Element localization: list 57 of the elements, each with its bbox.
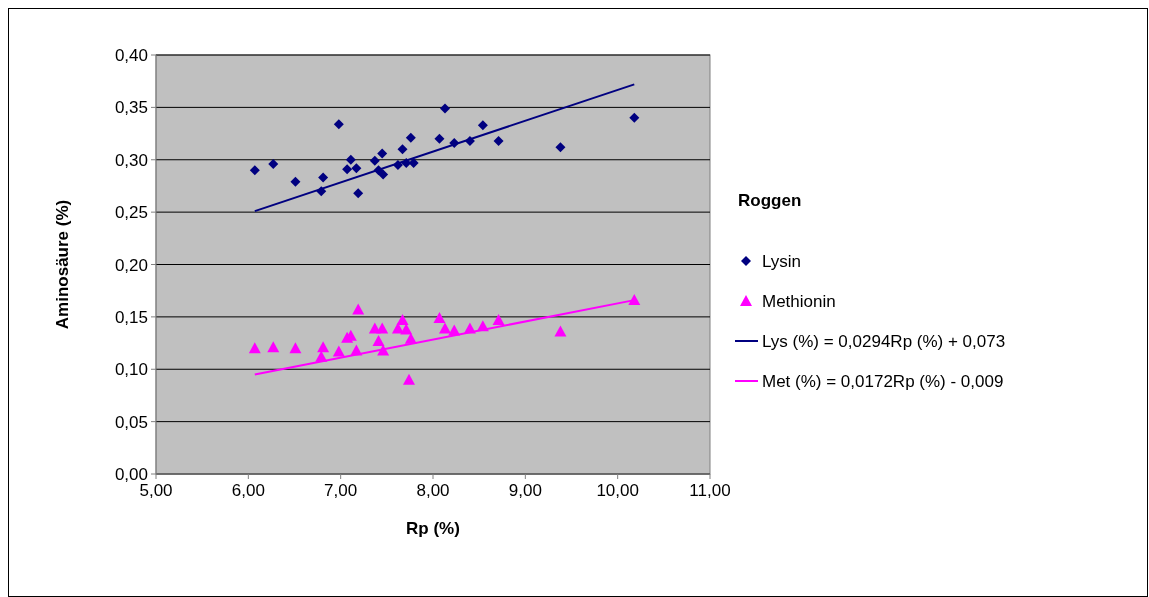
x-tick-label: 10,00 <box>596 481 639 500</box>
point <box>267 341 280 353</box>
point <box>317 341 330 353</box>
point <box>268 158 279 169</box>
legend-label: Met (%) = 0,0172Rp (%) - 0,009 <box>762 372 1004 391</box>
point <box>333 119 344 130</box>
point <box>248 342 261 354</box>
y-axis-title: Aminosäure (%) <box>53 199 72 330</box>
point <box>290 176 301 187</box>
point <box>555 142 566 153</box>
point <box>318 172 329 183</box>
y-tick-label: 0,25 <box>114 203 148 223</box>
y-tick-label: 0,35 <box>114 98 148 118</box>
point <box>405 132 416 143</box>
point <box>289 342 302 354</box>
y-tick-label: 0,20 <box>114 255 148 275</box>
point <box>249 165 260 176</box>
y-tick-label: 0,05 <box>114 412 148 432</box>
point <box>342 164 353 175</box>
point <box>377 148 388 159</box>
y-tick-label: 0,15 <box>114 307 148 327</box>
x-tick-label: 7,00 <box>324 481 358 500</box>
x-tick-label: 6,00 <box>231 481 265 500</box>
point <box>440 103 450 114</box>
legend-title: Roggen <box>738 191 802 210</box>
point <box>351 163 362 174</box>
point <box>433 311 446 323</box>
point <box>397 144 408 155</box>
point <box>439 322 451 334</box>
point <box>493 135 504 146</box>
point <box>477 120 488 131</box>
point <box>378 169 389 180</box>
legend-label: Lysin <box>762 252 802 271</box>
point <box>332 345 345 357</box>
legend-label: Lys (%) = 0,0294Rp (%) + 0,073 <box>762 332 1006 351</box>
point <box>352 303 365 315</box>
legend-label: Methionin <box>762 292 836 311</box>
y-tick-label: 0,10 <box>114 360 148 380</box>
point <box>396 314 409 326</box>
point <box>402 373 415 385</box>
x-axis-title: Rp (%) <box>406 519 460 538</box>
point <box>353 188 364 199</box>
y-tick-label: 0,40 <box>114 46 148 65</box>
x-tick-label: 5,00 <box>139 481 173 500</box>
point <box>345 154 356 165</box>
y-tick-label: 0,00 <box>114 465 148 484</box>
point <box>434 133 445 144</box>
x-tick-label: 8,00 <box>416 481 450 500</box>
point <box>554 325 567 337</box>
point <box>629 112 640 123</box>
point <box>492 314 505 326</box>
x-tick-label: 11,00 <box>689 481 731 500</box>
point <box>369 155 380 166</box>
x-tick-label: 9,00 <box>508 481 542 500</box>
y-tick-label: 0,30 <box>114 150 148 170</box>
point <box>372 334 385 346</box>
point <box>376 322 389 334</box>
